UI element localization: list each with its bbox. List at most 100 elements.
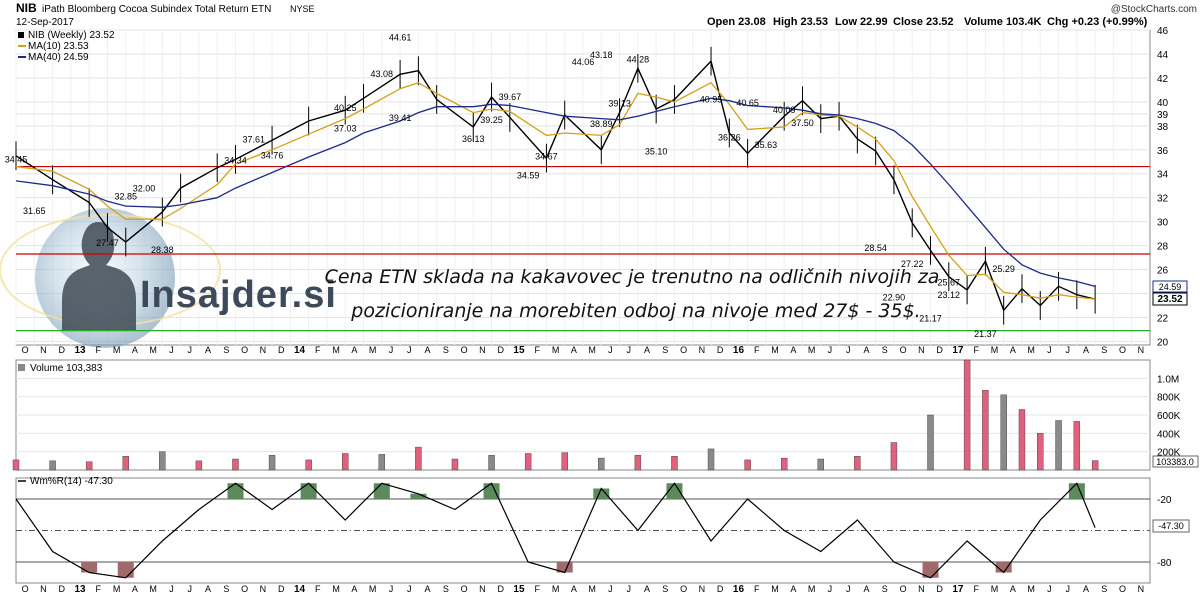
time-axis-label: M bbox=[1027, 345, 1035, 355]
time-axis-label: J bbox=[169, 345, 174, 355]
time-axis-label: F bbox=[754, 584, 760, 594]
price-data-label: 39.67 bbox=[499, 92, 522, 102]
willr-overbought-fill bbox=[666, 483, 683, 499]
price-data-label: 37.03 bbox=[334, 123, 357, 133]
time-axis-label: O bbox=[241, 584, 248, 594]
price-data-label: 31.65 bbox=[23, 206, 46, 216]
volume-bar bbox=[744, 459, 751, 471]
time-axis-label: N bbox=[40, 345, 47, 355]
ma40-legend-label: MA(40) 24.59 bbox=[28, 52, 89, 63]
time-axis-label: F bbox=[96, 345, 102, 355]
time-axis-label: D bbox=[278, 345, 285, 355]
time-axis-label: N bbox=[918, 345, 925, 355]
time-axis-label: 15 bbox=[513, 345, 525, 356]
time-axis-label: O bbox=[900, 584, 907, 594]
time-axis-label: F bbox=[315, 345, 321, 355]
time-axis-label: 17 bbox=[952, 584, 964, 595]
time-axis-label: N bbox=[699, 584, 706, 594]
volume-bar bbox=[982, 390, 989, 471]
willr-overbought-fill bbox=[300, 483, 317, 499]
time-axis-label: S bbox=[1101, 584, 1107, 594]
willr-overbought-fill bbox=[227, 483, 244, 499]
price-data-label: 39.13 bbox=[608, 98, 631, 108]
price-tick-label: 34 bbox=[1157, 170, 1169, 181]
price-tick-label: 22 bbox=[1157, 313, 1169, 324]
time-axis-label: F bbox=[315, 584, 321, 594]
volume-bar bbox=[378, 454, 386, 471]
time-axis-label: F bbox=[96, 584, 102, 594]
time-axis-label: M bbox=[332, 584, 340, 594]
volume-bar bbox=[195, 460, 203, 471]
price-data-label: 40.95 bbox=[700, 94, 723, 104]
price-data-label: 35.10 bbox=[645, 147, 668, 157]
time-axis-label: M bbox=[149, 584, 157, 594]
close-tag-box bbox=[1152, 292, 1188, 306]
time-axis-label: N bbox=[1138, 584, 1145, 594]
price-tick-label: 38 bbox=[1157, 122, 1169, 133]
price-tick-label: 26 bbox=[1157, 266, 1169, 277]
volume-tag-label: 103383.0 bbox=[1156, 457, 1194, 467]
volume-bar bbox=[927, 414, 934, 471]
time-axis-label: M bbox=[552, 584, 560, 594]
price-tick-label: 20 bbox=[1157, 337, 1169, 348]
time-axis-label: A bbox=[1010, 345, 1016, 355]
time-axis-label: M bbox=[552, 345, 560, 355]
volume-bar bbox=[268, 455, 276, 471]
time-axis-label: D bbox=[58, 345, 65, 355]
volume-bar bbox=[1018, 409, 1026, 471]
open-value: Open 23.08 bbox=[707, 16, 766, 28]
time-axis-label: F bbox=[535, 584, 541, 594]
price-data-label: 25.67 bbox=[938, 277, 961, 287]
time-axis-label: 17 bbox=[952, 345, 964, 356]
willr-tick-label: -20 bbox=[1157, 495, 1172, 506]
annotation-line-1: Cena ETN sklada na kakavovec je trenutno… bbox=[325, 266, 940, 288]
volume-tick-label: 200K bbox=[1157, 448, 1181, 459]
volume-bar bbox=[817, 458, 824, 471]
time-axis-label: J bbox=[846, 345, 851, 355]
price-series bbox=[15, 46, 1096, 325]
time-axis-label: J bbox=[828, 345, 833, 355]
volume-legend-label: Volume 103,383 bbox=[30, 363, 103, 374]
time-axis-label: A bbox=[1010, 584, 1016, 594]
time-axis-label: N bbox=[699, 345, 706, 355]
willr-legend-label: Wm%R(14) -47.30 bbox=[30, 476, 113, 487]
time-axis-label: J bbox=[626, 584, 631, 594]
time-axis-label: M bbox=[149, 345, 157, 355]
time-axis-label: N bbox=[1138, 345, 1145, 355]
price-data-label: 43.08 bbox=[371, 69, 394, 79]
time-axis-label: S bbox=[882, 584, 888, 594]
price-tick-label: 30 bbox=[1157, 218, 1169, 229]
time-axis-label: A bbox=[132, 584, 138, 594]
time-axis-label: A bbox=[205, 345, 211, 355]
time-axis-label: S bbox=[662, 584, 668, 594]
time-axis-label: S bbox=[882, 345, 888, 355]
price-data-label: 40.09 bbox=[773, 105, 796, 115]
time-axis-label: D bbox=[497, 345, 504, 355]
time-axis-label: S bbox=[443, 345, 449, 355]
time-axis-label: A bbox=[351, 584, 357, 594]
price-data-label: 36.26 bbox=[718, 133, 741, 143]
time-axis-label: N bbox=[479, 584, 486, 594]
price-data-label: 34.67 bbox=[535, 152, 558, 162]
exchange-label: NYSE bbox=[290, 4, 315, 14]
price-data-label: 21.37 bbox=[974, 329, 997, 339]
time-axis-label: O bbox=[461, 345, 468, 355]
time-axis-label: J bbox=[626, 345, 631, 355]
support-resistance-lines bbox=[16, 165, 1150, 332]
willr-oversold-fill bbox=[556, 562, 573, 573]
time-axis-label: M bbox=[113, 345, 121, 355]
time-axis-label: J bbox=[389, 584, 394, 594]
time-axis-label: N bbox=[260, 584, 267, 594]
time-axis-label: A bbox=[132, 345, 138, 355]
time-axis-label: M bbox=[808, 345, 816, 355]
time-axis-label: A bbox=[863, 345, 869, 355]
time-axis-label: S bbox=[662, 345, 668, 355]
volume-bar bbox=[854, 456, 861, 471]
time-axis-label: N bbox=[260, 345, 267, 355]
high-value: High 23.53 bbox=[773, 16, 828, 28]
time-axis-label: D bbox=[717, 584, 724, 594]
time-axis-label: 14 bbox=[294, 584, 306, 595]
volume-bar bbox=[780, 457, 788, 471]
ma40-tag: 24.59 bbox=[1152, 280, 1188, 293]
